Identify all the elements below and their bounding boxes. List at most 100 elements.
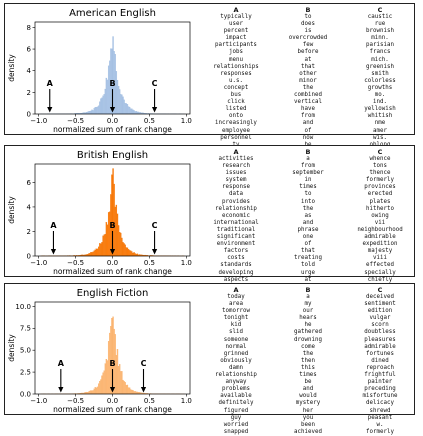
word-item: to bbox=[273, 191, 343, 198]
word-item: effected bbox=[345, 262, 415, 269]
word-item: other bbox=[273, 71, 343, 78]
histogram-bar bbox=[116, 205, 117, 256]
word-item: rue bbox=[345, 21, 415, 28]
word-item: pleasures bbox=[345, 337, 415, 344]
word-item: bus bbox=[201, 92, 271, 99]
x-tick-label: 0.5 bbox=[144, 259, 155, 267]
histogram-bar bbox=[119, 89, 120, 114]
histogram-bar bbox=[115, 207, 116, 256]
histogram-bar bbox=[106, 78, 107, 114]
y-tick-label: 2 bbox=[27, 89, 31, 97]
word-item: frightful bbox=[345, 372, 415, 379]
histogram-bar bbox=[114, 184, 115, 256]
word-item: would bbox=[273, 393, 343, 400]
word-item: does bbox=[273, 21, 343, 28]
word-item: mo. bbox=[345, 92, 415, 99]
word-item: shrewd bbox=[345, 408, 415, 415]
word-item: of bbox=[273, 241, 343, 248]
histogram-bar bbox=[99, 381, 100, 394]
y-tick-label: 2 bbox=[27, 228, 31, 236]
word-item: been bbox=[273, 422, 343, 429]
y-tick-label: 2.5 bbox=[20, 368, 31, 376]
histogram-bar bbox=[129, 388, 130, 394]
word-item: costs bbox=[201, 255, 271, 262]
x-tick-label: 0.5 bbox=[144, 397, 155, 405]
word-item: and bbox=[273, 220, 343, 227]
word-item: whitish bbox=[345, 113, 415, 120]
histogram-bar bbox=[119, 232, 120, 256]
x-tick-label: −0.5 bbox=[67, 397, 84, 405]
svg-text:C: C bbox=[152, 221, 158, 230]
x-tick-label: 0.0 bbox=[107, 259, 118, 267]
word-item: today bbox=[201, 294, 271, 301]
chart-title: American English bbox=[69, 8, 156, 19]
histogram-bar bbox=[134, 110, 135, 114]
column-heading: C bbox=[345, 6, 415, 14]
histogram-bar bbox=[107, 225, 108, 256]
histogram-bar bbox=[126, 247, 127, 256]
word-item: economic bbox=[201, 213, 271, 220]
histogram-bar bbox=[125, 103, 126, 114]
word-item: drowning bbox=[273, 337, 343, 344]
histogram-bar bbox=[108, 212, 109, 256]
column-heading: B bbox=[273, 6, 343, 14]
histogram-bar bbox=[93, 390, 94, 394]
word-item: formerly bbox=[345, 429, 415, 436]
histogram-bar bbox=[120, 94, 121, 114]
word-item: majesty bbox=[345, 248, 415, 255]
word-item: come bbox=[273, 344, 343, 351]
word-item: he bbox=[273, 322, 343, 329]
y-axis-label: density bbox=[7, 196, 16, 224]
histogram-bar bbox=[99, 243, 100, 256]
x-tick-label: −0.5 bbox=[67, 117, 84, 125]
word-item: vii bbox=[345, 220, 415, 227]
histogram-bar bbox=[125, 382, 126, 394]
word-item: snapped bbox=[201, 429, 271, 436]
histogram-bar bbox=[100, 244, 101, 256]
histogram-bar bbox=[91, 391, 92, 394]
word-item: ind. bbox=[345, 99, 415, 106]
histogram-bar bbox=[117, 80, 118, 114]
word-item: few bbox=[273, 42, 343, 49]
x-tick-label: −1.0 bbox=[30, 117, 47, 125]
histogram-bar bbox=[89, 253, 90, 256]
word-item: slid bbox=[201, 329, 271, 336]
word-item: is bbox=[273, 28, 343, 35]
word-item: combined bbox=[273, 92, 343, 99]
word-item: this bbox=[273, 365, 343, 372]
word-item: provides bbox=[201, 199, 271, 206]
svg-text:C: C bbox=[152, 79, 158, 88]
word-item: achieved bbox=[273, 429, 343, 436]
histogram-bar bbox=[118, 225, 119, 256]
histogram-bar bbox=[127, 385, 128, 394]
histogram-bar bbox=[107, 360, 108, 394]
histogram-bar bbox=[99, 102, 100, 114]
y-tick-label: 6 bbox=[27, 45, 32, 53]
histogram-bar bbox=[96, 388, 97, 394]
histogram-bar bbox=[101, 376, 102, 394]
word-item: yellowish bbox=[345, 106, 415, 113]
histogram-bar bbox=[135, 391, 136, 394]
word-item: times bbox=[273, 372, 343, 379]
histogram-bar bbox=[135, 111, 136, 114]
word-item: available bbox=[201, 393, 271, 400]
histogram-bar bbox=[129, 250, 130, 256]
word-item: delicacy bbox=[345, 400, 415, 407]
word-item: hitherto bbox=[345, 206, 415, 213]
histogram-bar bbox=[98, 106, 99, 114]
svg-text:A: A bbox=[47, 79, 54, 88]
word-item: thence bbox=[345, 170, 415, 177]
column-heading: B bbox=[273, 286, 343, 294]
histogram-bar bbox=[97, 249, 98, 256]
word-item: tomorrow bbox=[201, 308, 271, 315]
x-tick-label: 0.0 bbox=[107, 397, 118, 405]
word-item: user bbox=[201, 21, 271, 28]
word-item: of bbox=[273, 128, 343, 135]
word-item: edition bbox=[345, 308, 415, 315]
histogram-bar bbox=[90, 252, 91, 256]
